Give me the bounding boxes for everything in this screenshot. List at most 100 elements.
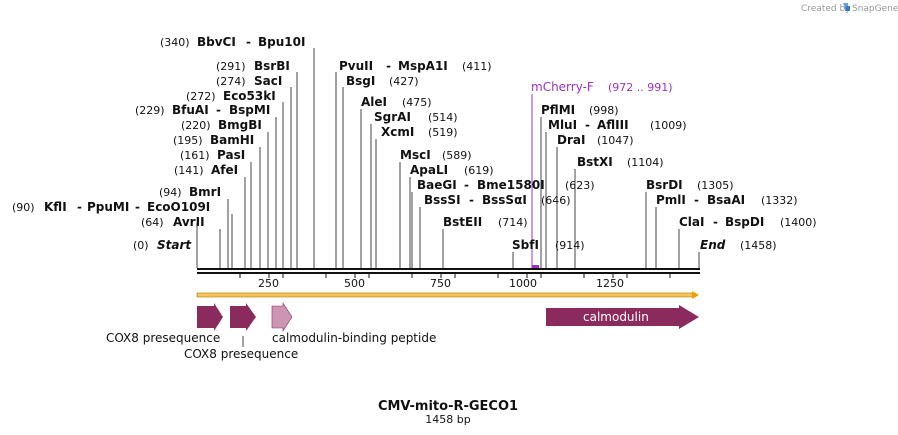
site-name[interactable]: PvuII <box>339 59 373 73</box>
site-pos: (272) <box>186 90 216 103</box>
site-name[interactable]: AleI <box>361 95 387 109</box>
calmodulin-arrow[interactable] <box>546 305 699 329</box>
cox8-arrow-2[interactable] <box>230 303 256 331</box>
svg-text:-: - <box>246 35 251 49</box>
site-pos: (623) <box>565 179 595 192</box>
svg-text:-: - <box>135 200 140 214</box>
site-name[interactable]: ApaLI <box>410 163 448 177</box>
site-pos: (229) <box>135 104 165 117</box>
site-lines <box>196 48 700 268</box>
primer-marker[interactable] <box>531 94 539 268</box>
binding-peptide-arrow[interactable] <box>271 301 293 333</box>
site-pos: (274) <box>216 75 246 88</box>
site-pos: (427) <box>389 75 419 88</box>
site-pos: (1009) <box>650 119 687 132</box>
brand-text: SnapGene <box>852 4 898 14</box>
site-name[interactable]: BsaAI <box>707 193 745 207</box>
site-name[interactable]: BspDI <box>725 215 764 229</box>
feature-label: COX8 presequence <box>184 347 298 361</box>
site-name[interactable]: BsrDI <box>646 178 683 192</box>
svg-text:-: - <box>77 200 82 214</box>
svg-text:-: - <box>386 59 391 73</box>
site-name[interactable]: AflIII <box>597 118 629 132</box>
feature-label: calmodulin-binding peptide <box>272 331 436 345</box>
primer-range: (972 .. 991) <box>608 81 673 94</box>
site-name[interactable]: DraI <box>557 133 585 147</box>
svg-text:-: - <box>713 215 718 229</box>
site-name[interactable]: AfeI <box>211 163 238 177</box>
site-pos: (619) <box>464 164 494 177</box>
calmodulin-label: calmodulin <box>583 310 649 324</box>
site-name[interactable]: SgrAI <box>374 110 411 124</box>
tick-label: 1000 <box>509 277 537 290</box>
site-name[interactable]: PasI <box>217 148 245 162</box>
site-pos: (291) <box>216 60 246 73</box>
site-pos: (220) <box>181 119 211 132</box>
site-pos: (195) <box>173 134 203 147</box>
map-subtitle: 1458 bp <box>425 413 470 426</box>
site-name[interactable]: Bme1580I <box>477 178 545 192</box>
site-pos: (90) <box>12 201 35 214</box>
site-pos: (714) <box>498 216 528 229</box>
site-pos: (411) <box>462 60 492 73</box>
tick-label: 500 <box>344 277 365 290</box>
site-name[interactable]: BmrI <box>189 185 221 199</box>
site-pos: (1305) <box>697 179 734 192</box>
site-name[interactable]: AvrII <box>173 215 205 229</box>
site-name[interactable]: PpuMI <box>87 200 129 214</box>
site-pos: (475) <box>402 96 432 109</box>
cox8-arrow-1[interactable] <box>197 303 223 331</box>
site-name[interactable]: MscI <box>400 148 431 162</box>
site-name[interactable]: EcoO109I <box>147 200 210 214</box>
site-pos: (1458) <box>740 239 777 252</box>
site-pos: (1400) <box>780 216 817 229</box>
site-pos: (1047) <box>597 134 634 147</box>
site-name[interactable]: BstEII <box>443 215 482 229</box>
site-name[interactable]: BamHI <box>210 133 254 147</box>
svg-text:-: - <box>469 193 474 207</box>
site-name[interactable]: Bpu10I <box>258 35 305 49</box>
site-name[interactable]: PmlI <box>656 193 686 207</box>
site-name[interactable]: ClaI <box>679 215 704 229</box>
site-pos: (914) <box>555 239 585 252</box>
site-pos: (646) <box>541 194 571 207</box>
site-name[interactable]: BspMI <box>229 103 270 117</box>
site-pos: (64) <box>141 216 164 229</box>
site-pos: (1104) <box>627 156 664 169</box>
site-name[interactable]: KflI <box>44 200 67 214</box>
site-name[interactable]: BfuAI <box>172 103 209 117</box>
backbone-arrow[interactable] <box>196 291 699 299</box>
site-name[interactable]: PflMI <box>541 103 575 117</box>
feature-label: COX8 presequence <box>106 331 220 345</box>
site-pos: (0) <box>133 239 149 252</box>
site-name[interactable]: SacI <box>254 74 282 88</box>
site-name[interactable]: BstXI <box>577 155 613 169</box>
site-pos: (340) <box>160 36 190 49</box>
site-name[interactable]: MluI <box>548 118 577 132</box>
site-name[interactable]: BbvCI <box>197 35 236 49</box>
map-title: CMV-mito-R-GECO1 <box>378 399 518 414</box>
svg-text:-: - <box>694 193 699 207</box>
tick-label: 250 <box>258 277 279 290</box>
svg-text:-: - <box>585 118 590 132</box>
site-name[interactable]: BsrBI <box>254 59 290 73</box>
site-pos: (514) <box>428 111 458 124</box>
svg-text:-: - <box>464 178 469 192</box>
site-name[interactable]: MspA1I <box>398 59 448 73</box>
site-name[interactable]: BsgI <box>346 74 375 88</box>
tick-label: 750 <box>430 277 451 290</box>
site-pos: (1332) <box>761 194 798 207</box>
site-name[interactable]: SbfI <box>512 238 539 252</box>
site-name[interactable]: BssSI <box>424 193 461 207</box>
site-pos: (161) <box>180 149 210 162</box>
start-label: Start <box>157 238 192 252</box>
site-name[interactable]: BmgBI <box>218 118 262 132</box>
site-pos: (94) <box>159 186 182 199</box>
site-name[interactable]: XcmI <box>381 125 414 139</box>
site-name[interactable]: BaeGI <box>417 178 457 192</box>
end-label: End <box>700 238 726 252</box>
site-name[interactable]: BssSαI <box>482 193 527 207</box>
site-pos: (998) <box>589 104 619 117</box>
site-pos: (519) <box>428 126 458 139</box>
site-name[interactable]: Eco53kI <box>223 89 276 103</box>
